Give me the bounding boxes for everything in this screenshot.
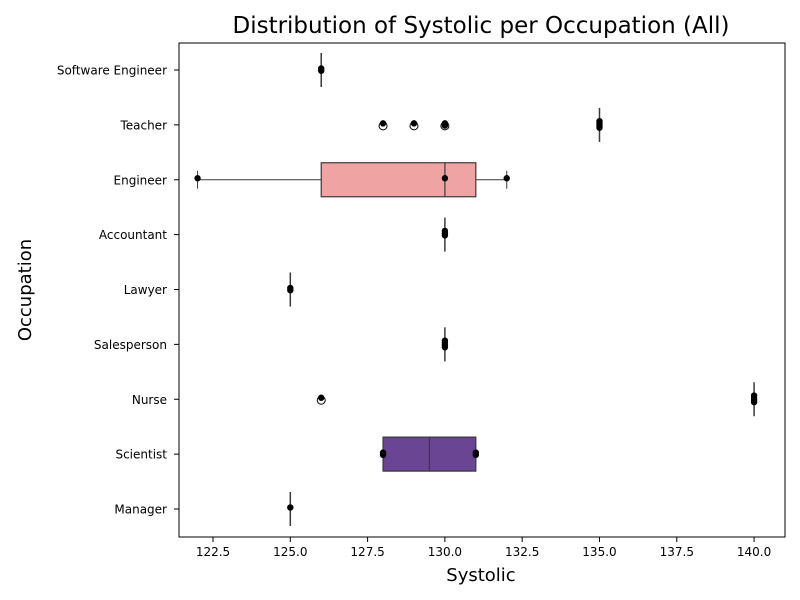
box-group [441, 217, 449, 252]
box-group [287, 272, 294, 307]
box-group [379, 436, 480, 472]
data-point [287, 287, 294, 294]
data-point [441, 232, 449, 239]
y-tick-label: Manager [114, 503, 167, 517]
x-tick-label: 122.5 [196, 545, 230, 559]
data-point [750, 392, 758, 399]
box-group [316, 382, 758, 417]
x-tick-label: 137.5 [660, 545, 694, 559]
y-tick-label: Accountant [99, 228, 167, 242]
x-axis: 122.5 125.0 127.5 130.0 132.5 135.0 137.5 140.0 [196, 537, 771, 559]
x-tick-label: 132.5 [505, 545, 539, 559]
data-point [441, 227, 449, 235]
chart-title: Distribution of Systolic per Occupation … [232, 13, 729, 39]
y-tick-label: Lawyer [124, 283, 167, 297]
plot-area-frame [178, 42, 786, 538]
data-point [318, 394, 325, 401]
x-tick-label: 130.0 [428, 545, 462, 559]
data-point [472, 451, 480, 459]
data-point [441, 175, 449, 182]
y-tick-label: Scientist [115, 448, 167, 462]
y-tick-label: Teacher [119, 118, 167, 132]
x-tick-label: 140.0 [737, 545, 771, 559]
data-point [750, 398, 758, 406]
data-point [379, 451, 387, 459]
data-point [441, 122, 449, 129]
y-tick-label: Software Engineer [57, 64, 167, 78]
data-point [596, 124, 603, 131]
x-tick-label: 135.0 [582, 545, 616, 559]
box-group [441, 327, 449, 362]
x-tick-label: 127.5 [350, 545, 384, 559]
data-point [410, 120, 418, 127]
data-point [441, 344, 449, 351]
y-axis-title: Occupation [15, 239, 36, 341]
box-group [194, 162, 510, 198]
y-tick-label: Salesperson [94, 338, 167, 352]
box-group [378, 107, 603, 142]
data-point [287, 504, 294, 511]
data-point [194, 175, 201, 182]
box-iqr [320, 162, 477, 198]
data-point [379, 120, 387, 127]
y-tick-label: Engineer [114, 173, 168, 187]
box-group [287, 492, 294, 526]
data-point [318, 67, 325, 74]
data-point [503, 175, 510, 182]
y-axis: Software Engineer Teacher Engineer Accounta… [57, 64, 179, 517]
data-point [596, 117, 603, 125]
x-axis-title: Systolic [446, 565, 515, 586]
y-tick-label: Nurse [132, 393, 167, 407]
x-tick-label: 125.0 [273, 545, 307, 559]
chart-marks [194, 53, 758, 526]
box-group [318, 53, 325, 87]
data-point [441, 337, 449, 344]
